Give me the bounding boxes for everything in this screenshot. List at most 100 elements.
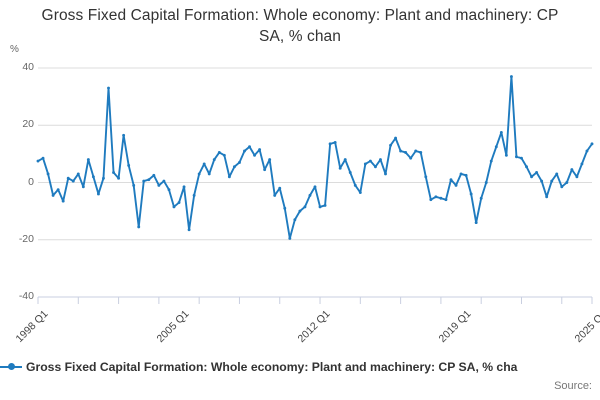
data-point-marker <box>379 158 382 162</box>
data-point-marker <box>530 175 534 179</box>
data-point-marker <box>590 142 594 146</box>
data-point-marker <box>404 150 408 154</box>
data-point-marker <box>182 185 186 189</box>
data-point-marker <box>419 150 423 154</box>
data-point-marker <box>353 183 357 187</box>
data-point-marker <box>147 178 151 182</box>
data-point-marker <box>142 179 146 183</box>
data-point-marker <box>232 165 236 169</box>
data-point-marker <box>227 175 231 179</box>
data-point-marker <box>76 172 80 176</box>
data-point-marker <box>555 172 559 176</box>
data-point-marker <box>71 179 75 183</box>
data-point-marker <box>112 171 116 174</box>
data-point-marker <box>36 159 40 163</box>
data-point-marker <box>41 156 45 160</box>
data-point-marker <box>333 140 337 144</box>
data-point-marker <box>434 195 438 199</box>
data-point-marker <box>81 185 85 189</box>
data-point-marker <box>91 175 95 179</box>
data-point-marker <box>127 163 131 167</box>
data-point-marker <box>313 185 317 189</box>
y-tick-label: -40 <box>18 290 34 302</box>
data-point-marker <box>207 172 211 176</box>
legend-line-with-dot-icon <box>0 361 22 373</box>
data-point-marker <box>152 173 156 177</box>
data-point-marker <box>444 198 448 202</box>
data-point-marker <box>494 145 498 149</box>
data-point-marker <box>258 148 262 152</box>
data-point-marker <box>122 133 126 137</box>
data-point-marker <box>61 199 65 203</box>
data-point-marker <box>565 181 569 184</box>
data-point-marker <box>545 195 549 199</box>
data-point-marker <box>132 183 136 187</box>
y-tick-label: 40 <box>22 61 34 73</box>
data-point-marker <box>394 136 398 140</box>
legend-series-label: Gross Fixed Capital Formation: Whole eco… <box>26 360 518 374</box>
data-point-marker <box>535 171 539 174</box>
data-point-marker <box>570 168 574 172</box>
data-point-marker <box>439 196 443 200</box>
data-point-marker <box>238 161 241 164</box>
data-point-marker <box>162 179 166 183</box>
data-point-marker <box>550 179 554 183</box>
data-point-marker <box>96 192 100 196</box>
data-point-marker <box>243 149 246 153</box>
data-point-marker <box>469 192 473 196</box>
data-point-marker <box>484 181 488 184</box>
data-point-marker <box>217 150 221 154</box>
data-series-line <box>37 75 593 240</box>
data-point-marker <box>56 188 60 192</box>
data-point-marker <box>575 175 579 179</box>
data-point-marker <box>102 176 105 180</box>
data-point-marker <box>580 162 584 166</box>
data-point-marker <box>504 153 508 157</box>
data-point-marker <box>328 142 332 146</box>
data-point-marker <box>303 205 307 209</box>
data-point-marker <box>348 171 352 174</box>
data-point-marker <box>368 159 372 163</box>
data-point-marker <box>273 193 277 197</box>
data-point-marker <box>318 205 322 209</box>
data-point-marker <box>323 203 327 207</box>
data-point-marker <box>509 75 513 79</box>
data-point-marker <box>137 225 141 229</box>
source-note: Source: <box>554 380 592 392</box>
data-point-marker <box>283 206 287 210</box>
data-point-marker <box>268 158 272 162</box>
data-point-marker <box>384 172 387 176</box>
data-point-marker <box>263 168 267 172</box>
chart-plot-area: 40 20 0 -20 -40 1998 Q1 2005 Q1 2012 Q1 2019 Q1… <box>14 61 600 345</box>
data-point-marker <box>429 198 433 202</box>
chart-legend[interactable]: Gross Fixed Capital Formation: Whole eco… <box>0 356 600 378</box>
data-point-marker <box>107 86 110 90</box>
x-axis-ticks-group <box>37 297 593 304</box>
y-tick-label: -20 <box>18 232 34 245</box>
data-point-marker <box>212 158 216 162</box>
data-point-marker <box>474 221 478 225</box>
data-point-marker <box>363 162 367 166</box>
data-point-marker <box>585 149 589 153</box>
data-point-marker <box>540 179 544 183</box>
page-title: Gross Fixed Capital Formation: Whole eco… <box>41 7 559 45</box>
data-point-marker <box>222 153 226 157</box>
data-point-marker <box>515 155 518 159</box>
data-point-marker <box>358 191 362 194</box>
data-point-marker <box>464 173 468 177</box>
data-point-marker <box>86 158 90 162</box>
data-point-marker <box>46 172 50 176</box>
data-point-marker <box>293 218 297 222</box>
data-point-marker <box>192 193 196 197</box>
data-point-marker <box>459 172 463 176</box>
data-point-marker <box>520 156 523 160</box>
y-tick-label: 20 <box>22 118 34 131</box>
data-point-marker <box>373 165 377 169</box>
data-point-marker <box>454 183 458 187</box>
data-point-marker <box>177 201 181 204</box>
data-point-marker <box>338 166 342 170</box>
data-point-marker <box>167 188 171 192</box>
data-point-marker <box>288 236 292 240</box>
data-point-marker <box>399 149 403 153</box>
data-point-marker <box>499 130 503 134</box>
